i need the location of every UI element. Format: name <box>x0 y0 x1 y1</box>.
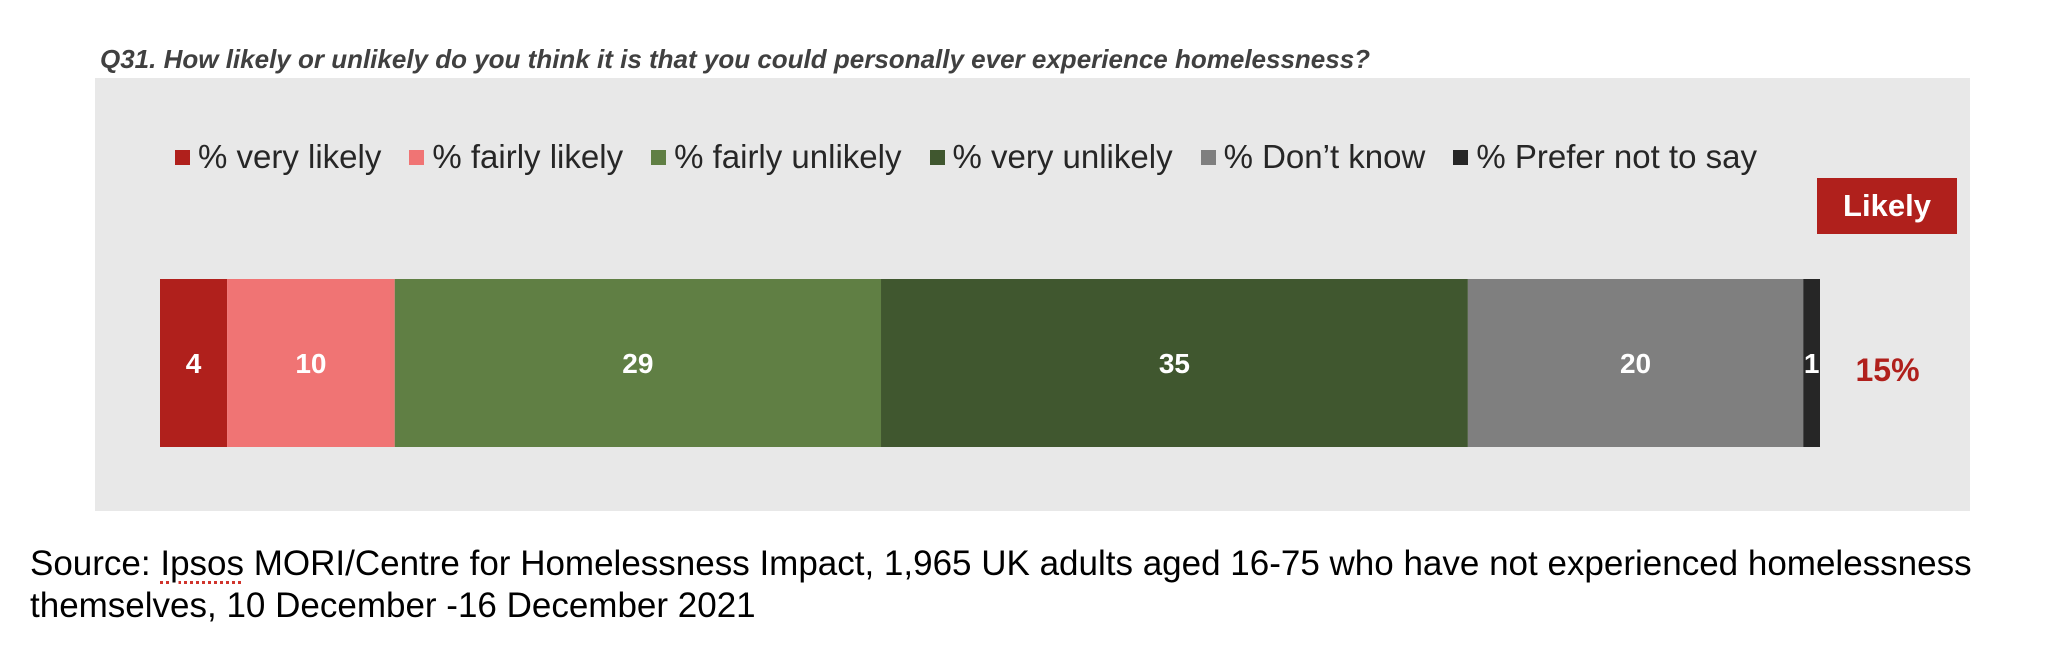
bar-segment <box>160 279 228 447</box>
legend-label: % very unlikely <box>952 138 1173 175</box>
legend-label: % Don’t know <box>1223 138 1426 175</box>
chart-legend: % very likely % fairly likely % fairly unl… <box>175 138 1757 176</box>
legend-swatch <box>651 149 667 165</box>
bar-value-label: 20 <box>1620 348 1651 379</box>
legend-swatch <box>1200 149 1216 165</box>
source-brand: Ipsos <box>160 544 245 583</box>
bar-value-label: 29 <box>622 348 653 379</box>
bar-value-label: 35 <box>1159 348 1190 379</box>
legend-item: % very unlikely <box>929 138 1173 176</box>
source-prefix: Source: <box>30 544 161 583</box>
legend-label: % fairly likely <box>432 138 624 175</box>
legend-item: % fairly likely <box>409 138 623 176</box>
legend-item: % Don’t know <box>1200 138 1426 176</box>
legend-item: % fairly unlikely <box>651 138 902 176</box>
legend-swatch <box>929 149 945 165</box>
legend-swatch <box>1453 149 1469 165</box>
legend-label: % fairly unlikely <box>674 138 902 175</box>
legend-swatch <box>409 149 425 165</box>
bar-value-label: 1 <box>1804 348 1820 379</box>
legend-item: % very likely <box>175 138 381 176</box>
legend-label: % very likely <box>198 138 382 175</box>
legend-item: % Prefer not to say <box>1453 138 1757 176</box>
bar-segment <box>394 279 882 447</box>
bar-segment <box>881 279 1468 447</box>
bar-segment <box>1467 279 1804 447</box>
likely-badge: Likely <box>1817 178 1957 234</box>
source-note: Source: Ipsos MORI/Centre for Homelessne… <box>30 543 2050 627</box>
likely-total-value: 15% <box>1855 352 1920 388</box>
legend-swatch <box>175 149 190 165</box>
legend-label: % Prefer not to say <box>1476 138 1757 175</box>
bar-value-label: 10 <box>295 348 326 379</box>
source-rest: MORI/Centre for Homelessness Impact, 1,9… <box>30 544 1972 625</box>
question-title: Q31. How likely or unlikely do you think… <box>100 44 1371 74</box>
bar-value-label: 4 <box>186 348 202 379</box>
bar-segment <box>227 279 395 447</box>
bar-segment <box>1803 279 1820 447</box>
